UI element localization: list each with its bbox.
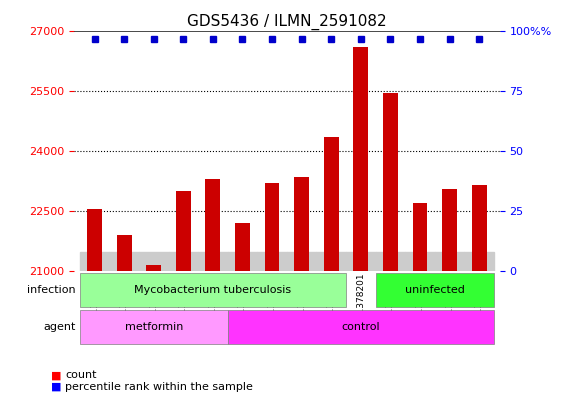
Text: ■: ■ bbox=[51, 370, 61, 380]
Bar bbox=[109, 252, 139, 271]
Bar bbox=[228, 252, 257, 271]
Text: agent: agent bbox=[43, 322, 76, 332]
Text: count: count bbox=[65, 370, 97, 380]
Text: control: control bbox=[341, 322, 380, 332]
Bar bbox=[294, 177, 309, 271]
Bar bbox=[383, 94, 398, 271]
Bar bbox=[346, 252, 375, 271]
Bar bbox=[435, 252, 465, 271]
Bar bbox=[287, 252, 316, 271]
Bar bbox=[206, 179, 220, 271]
Bar bbox=[324, 137, 339, 271]
Text: metformin: metformin bbox=[124, 322, 183, 332]
Bar bbox=[472, 185, 487, 271]
Bar bbox=[405, 252, 435, 271]
Bar bbox=[117, 235, 132, 271]
Bar bbox=[139, 252, 169, 271]
FancyBboxPatch shape bbox=[80, 273, 346, 307]
Bar bbox=[87, 209, 102, 271]
Bar bbox=[169, 252, 198, 271]
Bar bbox=[353, 48, 368, 271]
FancyBboxPatch shape bbox=[375, 273, 494, 307]
Text: ■: ■ bbox=[51, 382, 61, 392]
Bar bbox=[198, 252, 228, 271]
Bar bbox=[412, 203, 427, 271]
Title: GDS5436 / ILMN_2591082: GDS5436 / ILMN_2591082 bbox=[187, 14, 387, 30]
Bar bbox=[465, 252, 494, 271]
FancyBboxPatch shape bbox=[228, 310, 494, 344]
Text: Mycobacterium tuberculosis: Mycobacterium tuberculosis bbox=[134, 285, 291, 295]
Bar bbox=[442, 189, 457, 271]
Bar bbox=[147, 265, 161, 271]
Bar bbox=[316, 252, 346, 271]
Bar bbox=[235, 223, 250, 271]
FancyBboxPatch shape bbox=[80, 310, 228, 344]
Bar bbox=[176, 191, 191, 271]
Bar bbox=[257, 252, 287, 271]
Bar bbox=[80, 252, 109, 271]
Text: infection: infection bbox=[27, 285, 76, 295]
Text: uninfected: uninfected bbox=[405, 285, 465, 295]
Text: percentile rank within the sample: percentile rank within the sample bbox=[65, 382, 253, 392]
Bar bbox=[265, 183, 279, 271]
Bar bbox=[375, 252, 405, 271]
